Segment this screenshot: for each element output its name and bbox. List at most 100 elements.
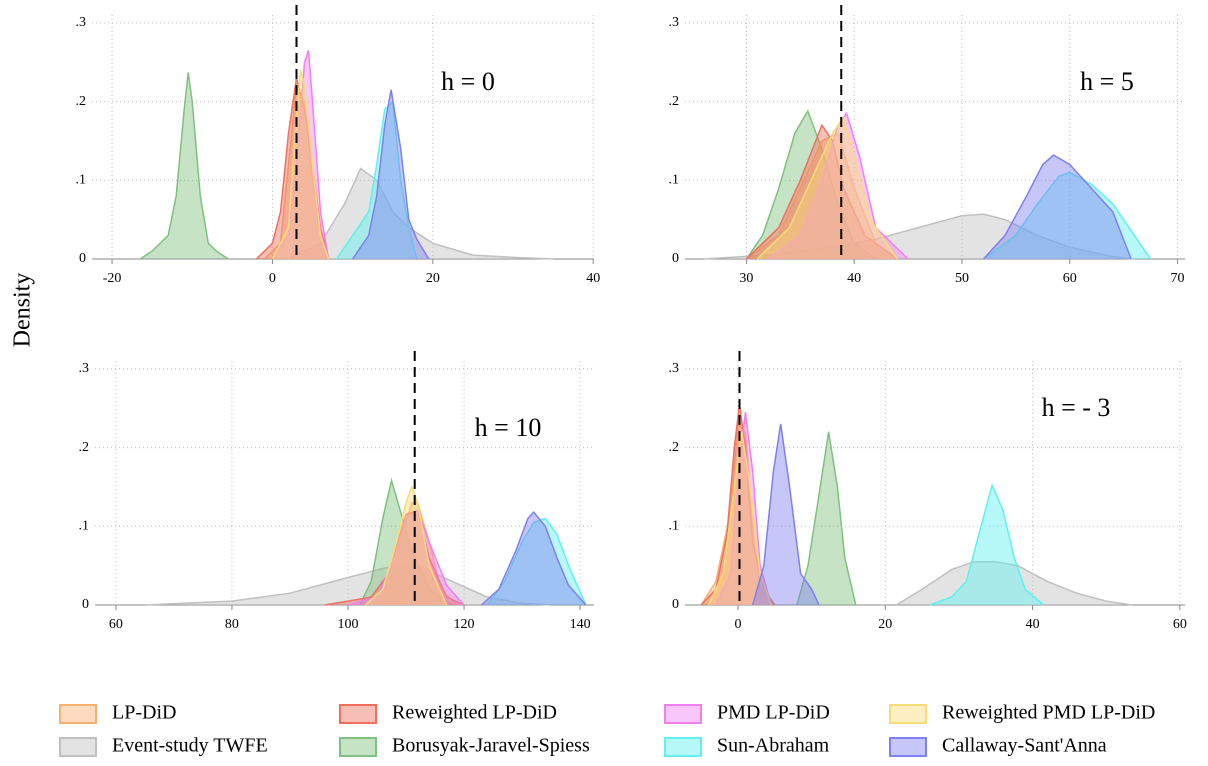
density-line [700, 422, 776, 606]
density-line [347, 509, 465, 606]
density-fill [703, 214, 1135, 259]
x-tick-label: -20 [103, 271, 122, 286]
density-line [358, 477, 453, 606]
density-line [895, 560, 1133, 606]
legend-label: Reweighted PMD LP-DiD [942, 702, 1155, 724]
legend-label: Reweighted LP-DiD [392, 702, 557, 724]
density-line [271, 50, 330, 260]
x-tick-label: 0 [269, 271, 276, 286]
density-fill [272, 50, 329, 260]
density-line [288, 167, 554, 260]
density-fill [746, 133, 898, 259]
density-line [982, 154, 1132, 260]
legend-swatch [59, 737, 97, 757]
legend-label: PMD LP-DiD [717, 702, 830, 724]
density-fill [352, 89, 429, 259]
legend-label: Callaway-Sant'Anna [942, 735, 1107, 757]
y-tick-label: .1 [76, 173, 87, 188]
density-fill [983, 155, 1132, 259]
density-line [364, 484, 448, 606]
x-tick-label: 100 [337, 617, 358, 632]
y-tick-label: .2 [669, 94, 680, 109]
density-fill [359, 480, 453, 605]
density-line [929, 483, 1045, 606]
y-tick-label: 0 [82, 597, 89, 612]
x-tick-label: 20 [878, 617, 892, 632]
annotation: h = 10 [475, 413, 542, 442]
legend-label: Sun-Abraham [717, 735, 830, 757]
density-fill [983, 172, 1151, 259]
density-line [271, 69, 330, 260]
density-line [335, 99, 418, 260]
legend-swatch [339, 704, 377, 724]
density-fill [746, 125, 898, 259]
density-fill [757, 117, 898, 259]
x-tick-label: 20 [426, 271, 440, 286]
legend-swatch [889, 704, 927, 724]
density-line [796, 431, 857, 606]
density-fill [701, 404, 775, 605]
density-fill [348, 510, 464, 605]
x-tick-label: 140 [570, 617, 591, 632]
y-tick-label: .2 [79, 440, 90, 455]
density-line [707, 431, 772, 606]
x-tick-label: 70 [1170, 271, 1184, 286]
y-tick-label: .3 [76, 15, 87, 30]
density-line [351, 89, 430, 260]
y-tick-label: .2 [76, 94, 87, 109]
y-axis-label: Density [10, 273, 36, 348]
y-tick-label: .3 [79, 361, 90, 376]
x-tick-label: 30 [739, 271, 753, 286]
density-line [486, 517, 587, 606]
density-line [756, 115, 898, 260]
x-tick-label: 40 [586, 271, 600, 286]
density-fill [365, 486, 447, 605]
x-tick-label: 0 [735, 617, 742, 632]
annotation: h = 5 [1080, 67, 1134, 96]
density-fill [272, 70, 329, 259]
density-fill [140, 72, 229, 259]
legend-swatch [59, 704, 97, 724]
density-line [139, 72, 229, 260]
legend-swatch [339, 737, 377, 757]
y-tick-label: .1 [79, 519, 90, 534]
y-tick-label: .2 [669, 440, 680, 455]
density-fill [336, 101, 417, 259]
annotation: h = 0 [441, 67, 495, 96]
density-fill [929, 485, 1044, 605]
density-line [745, 123, 898, 260]
density-line [745, 109, 877, 260]
density-fill [796, 431, 856, 605]
density-fill [144, 565, 552, 605]
y-tick-label: 0 [672, 597, 679, 612]
legend-label: Event-study TWFE [112, 735, 268, 757]
legend-label: Borusyak-Jaravel-Spiess [392, 735, 590, 757]
density-line [715, 412, 772, 606]
density-line [480, 510, 587, 606]
x-tick-label: 50 [955, 271, 969, 286]
density-line [324, 509, 465, 606]
legend-swatch [889, 737, 927, 757]
density-fill [371, 502, 459, 605]
y-tick-label: 0 [79, 251, 86, 266]
annotation: h = - 3 [1042, 393, 1111, 422]
density-fill [746, 111, 876, 259]
x-tick-label: 40 [1026, 617, 1040, 632]
x-tick-label: 60 [1173, 617, 1187, 632]
y-tick-label: 0 [672, 251, 679, 266]
legend-swatch [664, 737, 702, 757]
y-tick-label: .3 [669, 361, 680, 376]
density-line [703, 213, 1135, 260]
density-fill [715, 412, 772, 605]
y-tick-label: .1 [669, 519, 680, 534]
x-tick-label: 60 [1063, 271, 1077, 286]
x-tick-label: 120 [454, 617, 475, 632]
y-tick-label: .1 [669, 173, 680, 188]
legend-label: LP-DiD [112, 702, 176, 724]
density-line [144, 564, 552, 606]
y-tick-label: .3 [669, 15, 680, 30]
density-fill [481, 512, 586, 605]
density-line [751, 423, 820, 606]
x-tick-label: 80 [225, 617, 239, 632]
